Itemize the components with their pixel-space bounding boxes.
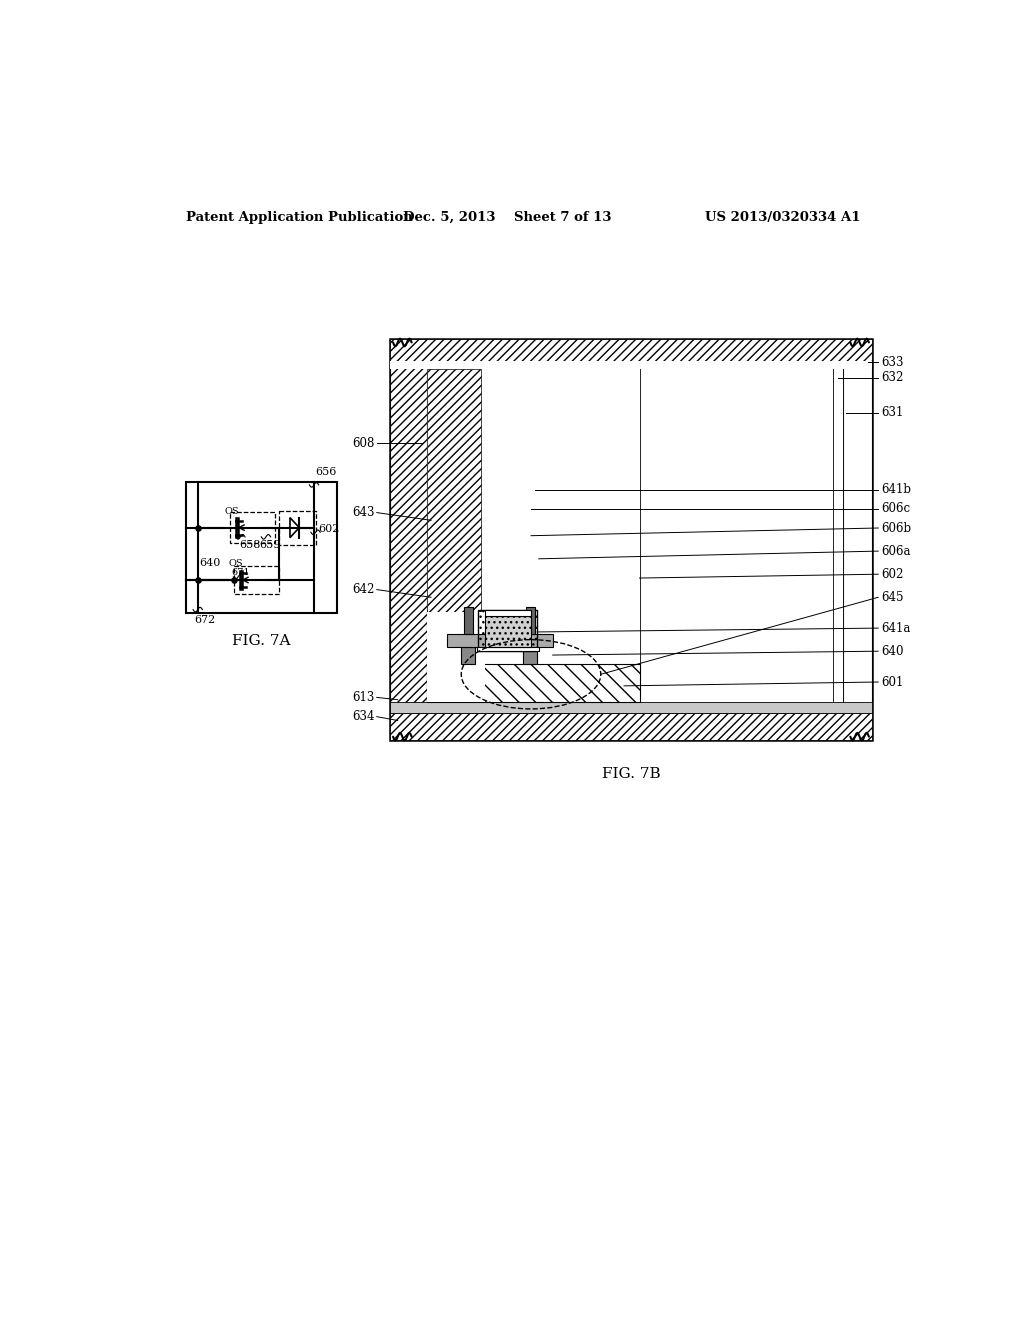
Text: 602: 602	[882, 568, 903, 581]
Bar	[640, 339, 843, 739]
Text: 632: 632	[882, 371, 903, 384]
Bar	[461, 647, 475, 664]
Bar	[390, 702, 872, 713]
Bar	[280, 511, 316, 545]
Text: 608: 608	[352, 437, 375, 450]
Bar	[390, 339, 872, 360]
Text: 606a: 606a	[882, 545, 910, 557]
Bar	[640, 339, 843, 739]
Text: 633: 633	[882, 356, 904, 370]
Text: 671: 671	[231, 568, 250, 577]
Text: OS: OS	[228, 560, 243, 569]
Text: US 2013/0320334 A1: US 2013/0320334 A1	[706, 211, 861, 224]
Text: 672: 672	[195, 615, 216, 624]
Text: 634: 634	[352, 710, 375, 723]
Bar	[390, 339, 872, 739]
Text: 641b: 641b	[882, 483, 911, 496]
Text: 658: 658	[240, 540, 261, 550]
Bar	[484, 615, 531, 647]
Bar	[427, 368, 480, 626]
Text: 613: 613	[352, 690, 375, 704]
Text: 606c: 606c	[882, 502, 910, 515]
Bar	[447, 635, 489, 647]
Text: 640: 640	[882, 644, 904, 657]
Text: 642: 642	[352, 583, 375, 597]
Text: Patent Application Publication: Patent Application Publication	[186, 211, 413, 224]
Bar	[478, 610, 538, 651]
Text: Dec. 5, 2013    Sheet 7 of 13: Dec. 5, 2013 Sheet 7 of 13	[403, 211, 611, 224]
Bar	[230, 512, 275, 543]
Text: 602: 602	[317, 524, 339, 535]
Text: 645: 645	[882, 591, 904, 603]
Text: FIG. 7A: FIG. 7A	[232, 635, 291, 648]
Bar	[427, 368, 640, 610]
Text: 656: 656	[315, 467, 337, 478]
Bar	[234, 566, 280, 594]
Bar	[477, 647, 539, 651]
Text: 601: 601	[882, 676, 903, 689]
Bar	[484, 610, 531, 615]
Text: FIG. 7B: FIG. 7B	[602, 767, 660, 780]
Bar	[834, 339, 843, 739]
Bar	[427, 664, 640, 702]
Bar	[523, 647, 538, 664]
Bar	[390, 360, 872, 368]
Bar	[464, 607, 473, 635]
Text: OS: OS	[224, 507, 240, 516]
Bar	[427, 612, 484, 702]
Text: 659: 659	[260, 540, 282, 550]
Bar	[390, 339, 427, 739]
Bar	[525, 607, 535, 635]
Text: 641a: 641a	[882, 622, 910, 635]
Text: 640: 640	[200, 557, 221, 568]
Bar	[843, 339, 872, 739]
Bar	[515, 635, 553, 647]
Text: 631: 631	[882, 407, 903, 418]
Bar	[186, 482, 337, 612]
Bar	[390, 713, 872, 739]
Text: 606b: 606b	[882, 521, 911, 535]
Text: 643: 643	[352, 506, 375, 519]
